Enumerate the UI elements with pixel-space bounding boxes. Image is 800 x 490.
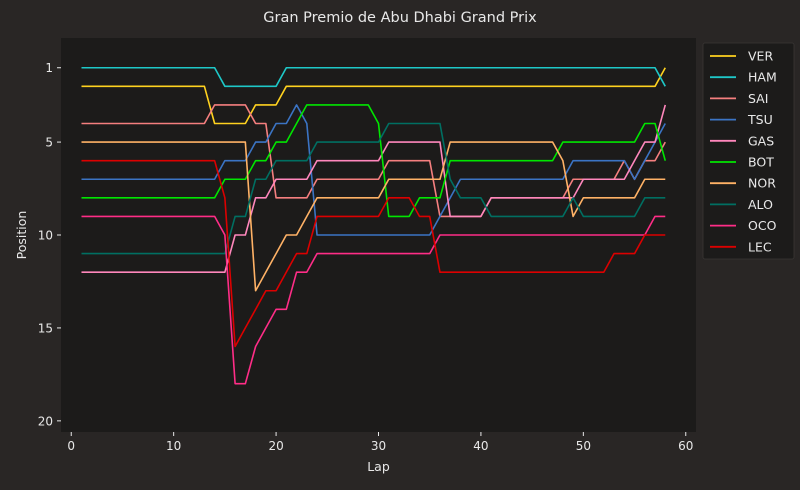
legend-label-oco: OCO [748, 218, 777, 233]
series-line-bot [81, 104, 667, 218]
legend-label-lec: LEC [748, 239, 772, 254]
series-line-lec [81, 159, 666, 348]
y-tick-label: 10 [38, 229, 53, 243]
series-line-nor [81, 141, 666, 292]
x-tick-label: 60 [678, 439, 693, 453]
y-tick-label: 15 [38, 321, 53, 335]
legend-label-bot: BOT [748, 155, 774, 170]
legend-label-ver: VER [748, 49, 773, 64]
y-axis-label: Position [14, 211, 29, 260]
legend-label-alo: ALO [748, 197, 773, 212]
chart-title: Gran Premio de Abu Dhabi Grand Prix [263, 10, 537, 26]
series-line-tsu [81, 104, 666, 236]
y-tick-label: 20 [38, 414, 53, 428]
x-tick-label: 50 [576, 439, 591, 453]
legend-label-ham: HAM [748, 70, 777, 85]
legend-label-gas: GAS [748, 133, 774, 148]
series-line-oco [81, 215, 666, 385]
x-tick-label: 30 [371, 439, 386, 453]
legend: VER HAM SAI TSU GAS BOT NOR ALO OCO LEC [702, 42, 795, 260]
y-tick-label: 5 [45, 136, 53, 150]
x-tick-label: 20 [268, 439, 283, 453]
series-line-gas [81, 104, 667, 273]
x-tick-label: 0 [67, 439, 75, 453]
series-line-alo [81, 122, 666, 255]
x-axis-label: Lap [367, 459, 390, 474]
x-tick-label: 10 [166, 439, 181, 453]
series-line-ver [81, 67, 666, 125]
legend-label-nor: NOR [748, 176, 776, 191]
legend-label-tsu: TSU [747, 112, 773, 127]
legend-label-sai: SAI [748, 91, 768, 106]
y-tick-label: 1 [45, 61, 53, 75]
series-lines [81, 66, 667, 385]
series-line-ham [81, 66, 666, 88]
x-tick-label: 40 [473, 439, 488, 453]
